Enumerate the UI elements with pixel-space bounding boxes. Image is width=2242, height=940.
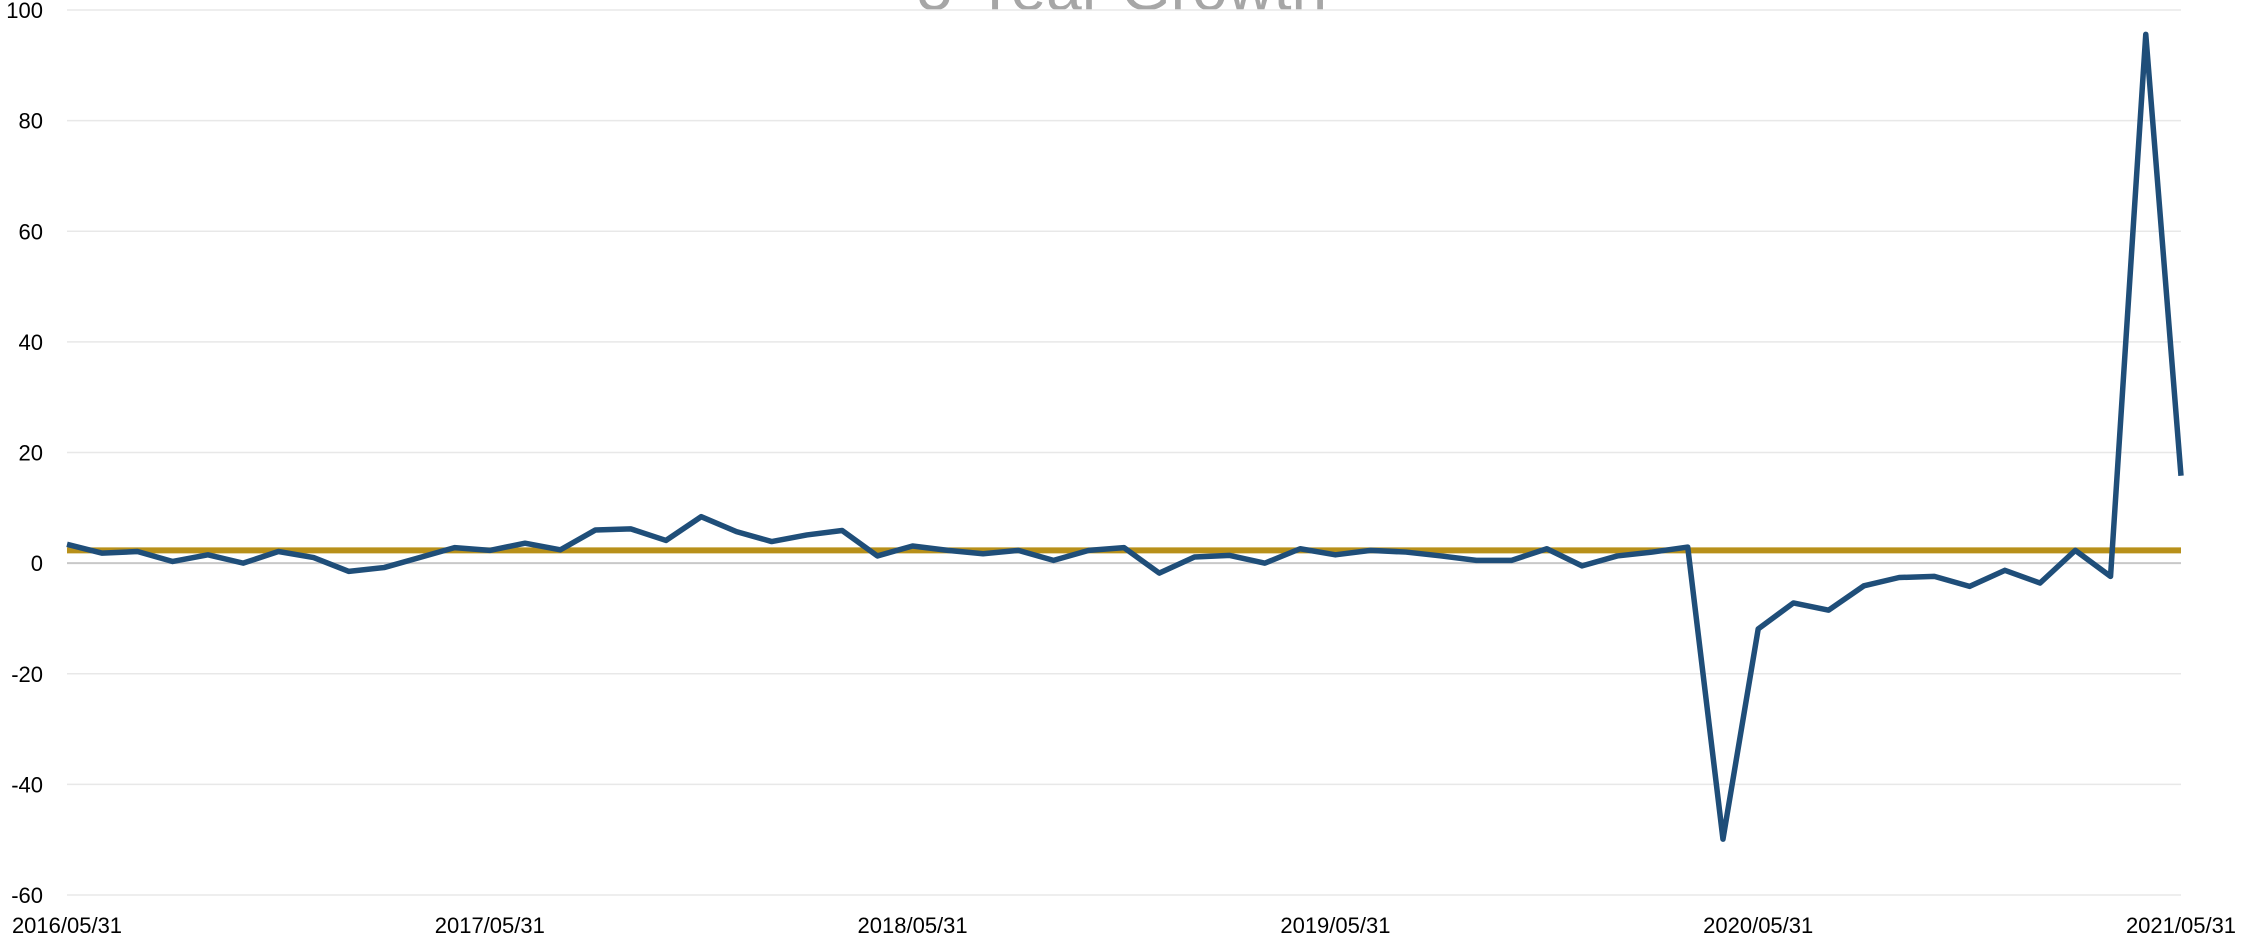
x-tick-label: 2019/05/31 xyxy=(1280,913,1390,938)
y-tick-label: 80 xyxy=(19,109,43,134)
y-tick-label: -20 xyxy=(11,662,43,687)
series-line xyxy=(66,31,2184,842)
y-tick-label: 20 xyxy=(19,441,43,466)
x-tick-label: 2021/05/31 xyxy=(2126,913,2236,938)
y-tick-label: -40 xyxy=(11,772,43,797)
x-tick-label: 2016/05/31 xyxy=(12,913,122,938)
y-tick-label: -60 xyxy=(11,883,43,908)
x-tick-label: 2018/05/31 xyxy=(858,913,968,938)
y-tick-label: 40 xyxy=(19,330,43,355)
chart-title: 5-Year Growth xyxy=(917,0,1327,24)
y-tick-label: 60 xyxy=(19,219,43,244)
x-tick-label: 2020/05/31 xyxy=(1703,913,1813,938)
y-tick-label: 100 xyxy=(6,0,43,23)
x-tick-label: 2017/05/31 xyxy=(435,913,545,938)
y-tick-label: 0 xyxy=(31,551,43,576)
